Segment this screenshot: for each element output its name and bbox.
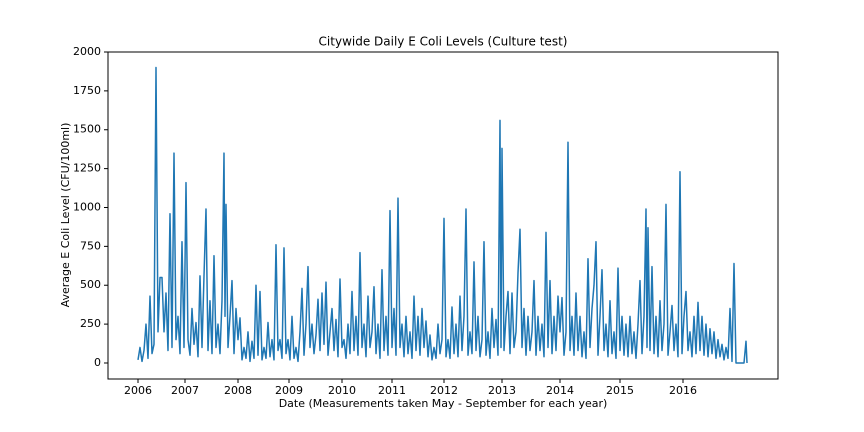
- y-tick-label: 0: [94, 356, 101, 369]
- y-tick-label: 500: [80, 278, 101, 291]
- x-tick-label: 2015: [606, 384, 634, 397]
- x-tick-label: 2008: [224, 384, 252, 397]
- plot-area: [137, 66, 748, 364]
- y-tick-label: 1000: [73, 200, 101, 213]
- y-axis-label: Average E Coli Level (CFU/100ml): [59, 123, 72, 308]
- x-tick-label: 2013: [488, 384, 516, 397]
- x-axis-label: Date (Measurements taken May - September…: [279, 397, 608, 410]
- y-tick-label: 250: [80, 317, 101, 330]
- data-line: [137, 66, 748, 364]
- x-tick-label: 2014: [546, 384, 574, 397]
- y-tick-label: 2000: [73, 45, 101, 58]
- x-tick-label: 2006: [124, 384, 152, 397]
- x-tick-label: 2012: [430, 384, 458, 397]
- x-tick-label: 2009: [275, 384, 303, 397]
- axes-frame: [107, 51, 779, 380]
- x-tick-label: 2011: [378, 384, 406, 397]
- x-tick-label: 2016: [669, 384, 697, 397]
- y-tick-label: 1250: [73, 162, 101, 175]
- y-tick-label: 1500: [73, 123, 101, 136]
- y-tick-label: 1750: [73, 84, 101, 97]
- x-tick-label: 2010: [328, 384, 356, 397]
- y-tick-label: 750: [80, 239, 101, 252]
- x-tick-label: 2007: [171, 384, 199, 397]
- chart-title: Citywide Daily E Coli Levels (Culture te…: [319, 35, 568, 49]
